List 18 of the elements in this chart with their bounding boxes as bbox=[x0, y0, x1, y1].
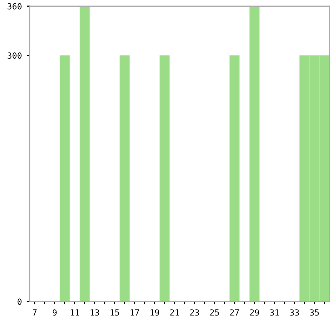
x-tick-label: 9 bbox=[52, 310, 57, 316]
x-tick-label: 29 bbox=[250, 310, 260, 316]
x-tick-label: 35 bbox=[310, 310, 320, 316]
x-tick-label: 23 bbox=[190, 310, 200, 316]
x-tick-label: 15 bbox=[110, 310, 120, 316]
x-tick-label: 19 bbox=[150, 310, 160, 316]
y-tick-label: 300 bbox=[8, 52, 22, 59]
x-tick-label: 7 bbox=[33, 310, 37, 316]
x-tick-label: 33 bbox=[290, 310, 300, 316]
x-tick-label: 21 bbox=[170, 310, 180, 316]
x-tick-label: 27 bbox=[230, 310, 240, 316]
x-tick-label: 31 bbox=[270, 310, 280, 316]
x-tick-label: 25 bbox=[210, 310, 220, 316]
y-tick-label: 0 bbox=[18, 298, 22, 306]
x-tick-label: 11 bbox=[70, 310, 80, 316]
x-tick-label: 17 bbox=[130, 310, 140, 316]
x-tick-label: 13 bbox=[90, 310, 100, 316]
y-tick-label: 360 bbox=[8, 3, 22, 10]
